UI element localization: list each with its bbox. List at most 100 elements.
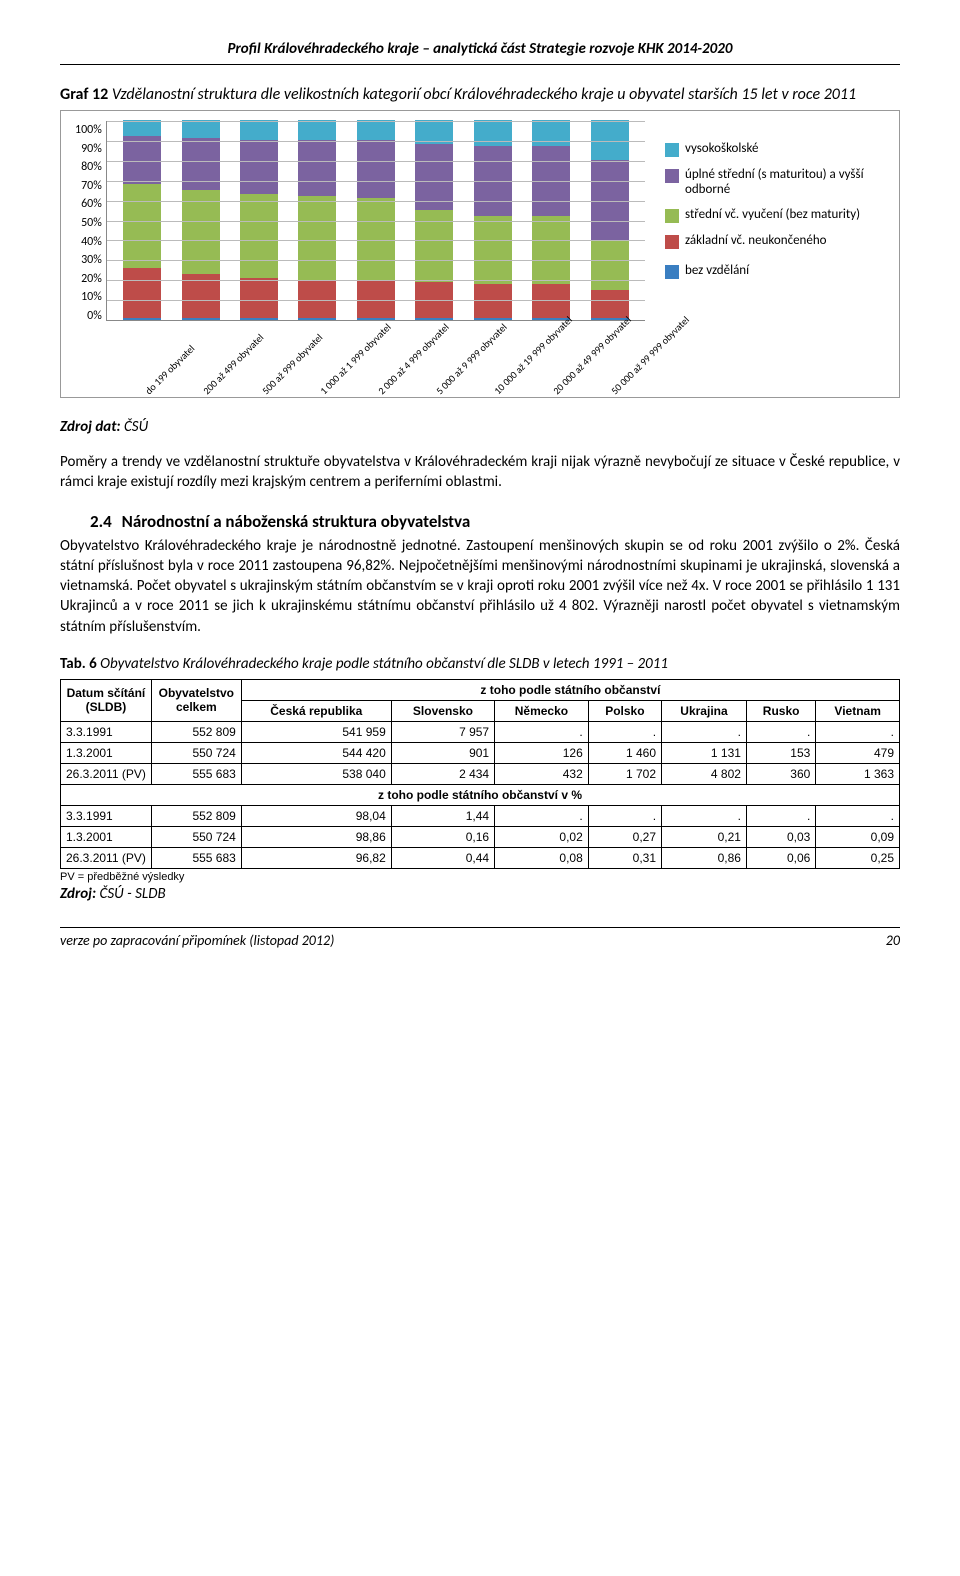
table-cell: 98,86 [241, 826, 391, 847]
chart-caption-text: Vzdělanostní struktura dle velikostních … [112, 85, 856, 104]
table-cell: 0,08 [495, 847, 589, 868]
chart-bar-segment [298, 140, 336, 196]
y-tick-label: 70% [75, 179, 102, 193]
table-header: z toho podle státního občanství [241, 679, 899, 700]
table-cell: 0,44 [391, 847, 494, 868]
legend-item: střední vč. vyučení (bez maturity) [665, 207, 885, 223]
y-tick-label: 10% [75, 290, 102, 304]
chart-bar-segment [182, 138, 220, 190]
table-cell: 4 802 [662, 763, 747, 784]
table-cell: . [588, 721, 661, 742]
table-cell: 544 420 [241, 742, 391, 763]
footer-version: verze po zapracování připomínek (listopa… [60, 932, 334, 949]
table-subheader: z toho podle státního občanství v % [61, 784, 900, 805]
table-cell: . [588, 805, 661, 826]
y-tick-label: 50% [75, 216, 102, 230]
legend-label: vysokoškolské [685, 141, 758, 156]
table-header: Rusko [746, 700, 815, 721]
chart-bar-segment [474, 318, 512, 320]
table-header: Ukrajina [662, 700, 747, 721]
table-cell: 552 809 [151, 805, 241, 826]
table-cell: 0,09 [816, 826, 900, 847]
chart-bar-segment [182, 318, 220, 320]
table-row: 1.3.2001550 72498,860,160,020,270,210,03… [61, 826, 900, 847]
table-cell: . [816, 805, 900, 826]
source-value: ČSÚ - SLDB [96, 885, 166, 903]
legend-swatch [665, 235, 679, 249]
chart-bar-segment [298, 280, 336, 318]
table-cell: 1 702 [588, 763, 661, 784]
section-number: 2.4 [90, 511, 112, 532]
chart-bar-segment [474, 216, 512, 284]
chart-bar-segment [357, 140, 395, 198]
table-cell: 0,25 [816, 847, 900, 868]
table-cell: 432 [495, 763, 589, 784]
table-cell: 126 [495, 742, 589, 763]
legend-swatch [665, 143, 679, 157]
chart-x-axis: do 199 obyvatel200 až 499 obyvatel500 až… [109, 327, 645, 387]
y-tick-label: 60% [75, 197, 102, 211]
table-row: 3.3.1991552 80998,041,44..... [61, 805, 900, 826]
chart-bar-segment [298, 196, 336, 280]
table-cell: 550 724 [151, 826, 241, 847]
chart-bar-segment [123, 184, 161, 268]
table-cell: 1,44 [391, 805, 494, 826]
table-cell: . [495, 805, 589, 826]
chart-bar-segment [474, 120, 512, 146]
legend-swatch [665, 169, 679, 183]
table-cell: 96,82 [241, 847, 391, 868]
table-row: 26.3.2011 (PV)555 68396,820,440,080,310,… [61, 847, 900, 868]
table-cell: 1 131 [662, 742, 747, 763]
chart-bar-segment [415, 318, 453, 320]
chart-plot-area [106, 121, 645, 321]
footer-page-number: 20 [886, 932, 900, 949]
table-cell: 901 [391, 742, 494, 763]
table-header: Vietnam [816, 700, 900, 721]
table-header: Datum sčítání (SLDB) [61, 679, 152, 721]
chart-bar-segment [182, 190, 220, 274]
chart-bar-segment [298, 120, 336, 140]
data-table: Datum sčítání (SLDB) Obyvatelstvo celkem… [60, 679, 900, 869]
table-header: Obyvatelstvo celkem [151, 679, 241, 721]
table-row: 3.3.1991552 809541 9597 957..... [61, 721, 900, 742]
chart-bar-segment [240, 278, 278, 318]
table-cell: 0,06 [746, 847, 815, 868]
table-header: Německo [495, 700, 589, 721]
table-cell: . [816, 721, 900, 742]
table-cell: . [662, 721, 747, 742]
table-cell: 550 724 [151, 742, 241, 763]
legend-label: úplné střední (s maturitou) a vyšší odbo… [685, 167, 885, 197]
table-cell: 1 460 [588, 742, 661, 763]
table-cell: 0,21 [662, 826, 747, 847]
section-title: Národnostní a náboženská struktura obyva… [122, 511, 471, 532]
legend-swatch [665, 209, 679, 223]
chart-caption: Graf 12 Vzdělanostní struktura dle velik… [60, 85, 900, 104]
chart-bar-segment [123, 318, 161, 320]
y-tick-label: 100% [75, 123, 102, 137]
table-cell: . [495, 721, 589, 742]
y-tick-label: 0% [75, 309, 102, 323]
table-cell: 2 434 [391, 763, 494, 784]
table-header: Slovensko [391, 700, 494, 721]
table-cell: 0,27 [588, 826, 661, 847]
page-footer: verze po zapracování připomínek (listopa… [60, 927, 900, 949]
table-cell: 0,31 [588, 847, 661, 868]
table-cell: 1 363 [816, 763, 900, 784]
chart-bar-segment [182, 120, 220, 138]
legend-item: bez vzdělání [665, 263, 885, 279]
paragraph: Poměry a trendy ve vzdělanostní struktuř… [60, 452, 900, 493]
table-cell: 360 [746, 763, 815, 784]
source-label: Zdroj dat: [60, 418, 121, 436]
y-tick-label: 30% [75, 253, 102, 267]
table-header: Česká republika [241, 700, 391, 721]
table-cell: 541 959 [241, 721, 391, 742]
chart-bar-segment [298, 318, 336, 320]
legend-label: základní vč. neukončeného [685, 233, 827, 248]
table-cell: 153 [746, 742, 815, 763]
y-tick-label: 40% [75, 235, 102, 249]
table-cell: 538 040 [241, 763, 391, 784]
legend-label: střední vč. vyučení (bez maturity) [685, 207, 860, 222]
chart-bar-segment [591, 240, 629, 290]
legend-item: základní vč. neukončeného [665, 233, 885, 249]
table-cell: 0,02 [495, 826, 589, 847]
